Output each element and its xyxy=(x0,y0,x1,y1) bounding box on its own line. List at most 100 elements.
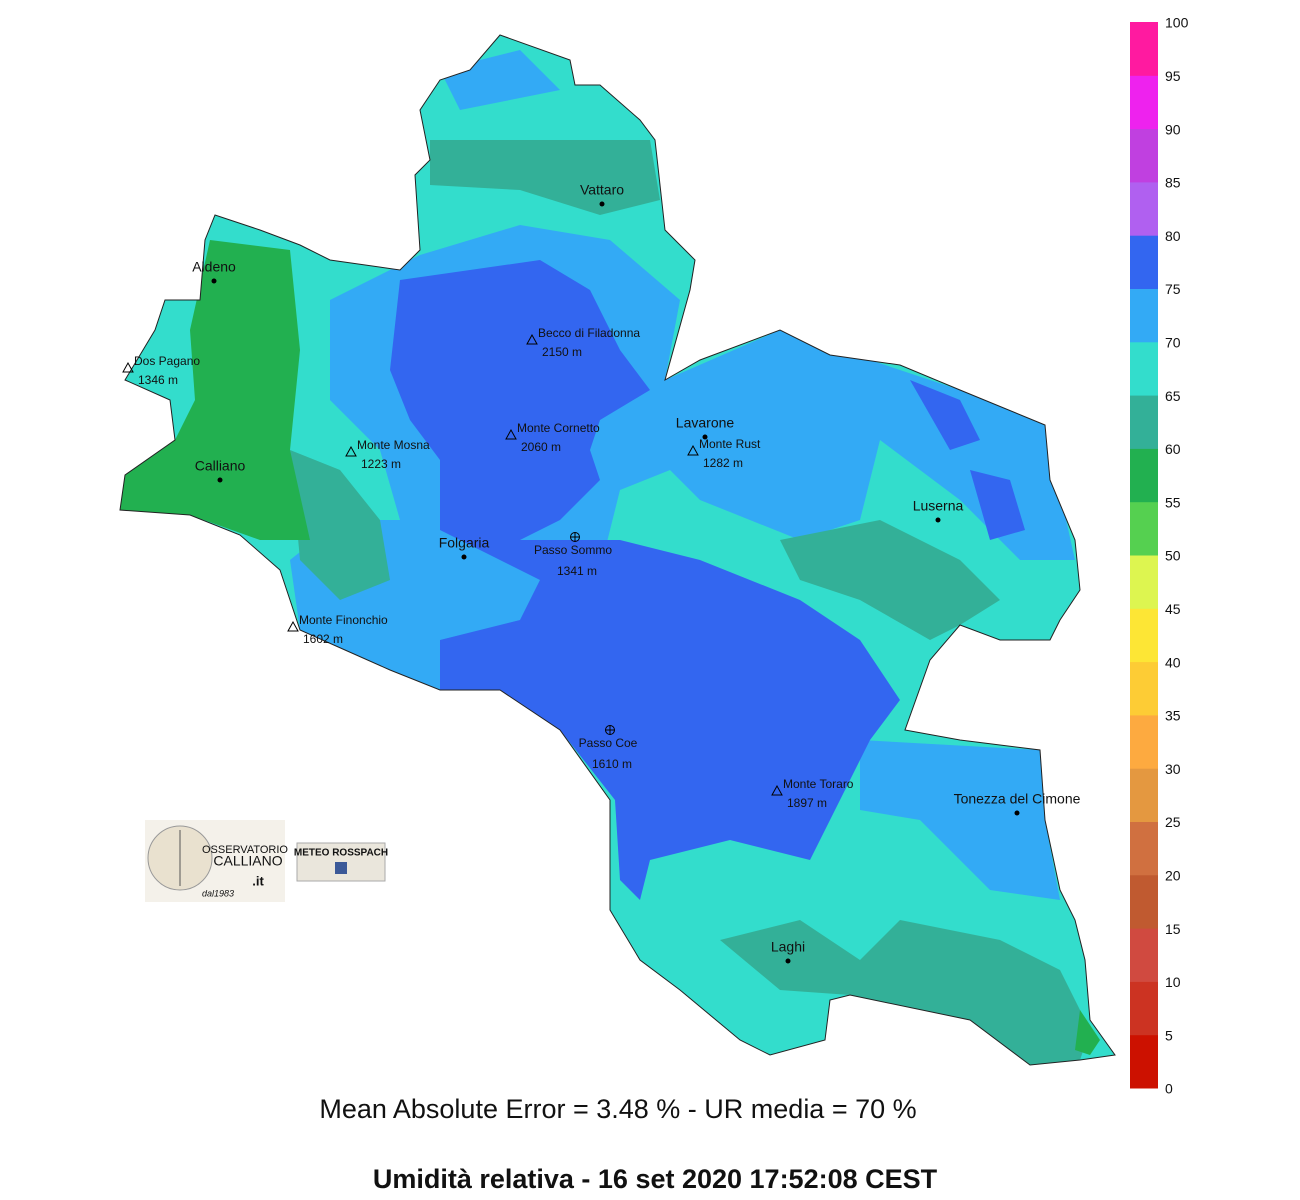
peak-name: Monte Cornetto xyxy=(517,421,600,435)
town-dot xyxy=(211,278,217,284)
colorbar-bin xyxy=(1130,608,1158,663)
colorbar-tick-label: 40 xyxy=(1165,654,1181,670)
peak-elevation: 1282 m xyxy=(703,456,743,470)
zone-75-80 xyxy=(910,380,980,450)
town-dot xyxy=(599,201,605,207)
logo-text: OSSERVATORIO xyxy=(202,844,288,856)
town-dot xyxy=(1014,810,1020,816)
colorbar-tick-label: 65 xyxy=(1165,388,1181,404)
colorbar-bin xyxy=(1130,768,1158,822)
town-label: Calliano xyxy=(195,458,246,474)
peak-elevation: 2150 m xyxy=(542,345,582,359)
town-dot xyxy=(935,517,941,523)
colorbar-bin xyxy=(1130,874,1158,929)
colorbar-bin xyxy=(1130,981,1158,1036)
colorbar-tick-label: 75 xyxy=(1165,281,1181,297)
zone-60-65 xyxy=(290,450,390,600)
pass-name: Passo Coe xyxy=(579,736,638,750)
colorbar-bin xyxy=(1130,75,1158,130)
town-dot xyxy=(785,958,791,964)
town-label: Aldeno xyxy=(192,259,236,275)
pass-elevation: 1610 m xyxy=(592,757,632,771)
town-label: Luserna xyxy=(913,498,964,514)
peak-name: Monte Finonchio xyxy=(299,613,388,627)
colorbar-bin xyxy=(1130,128,1158,183)
colorbar-bin xyxy=(1130,235,1158,289)
map-title: Umidità relativa - 16 set 2020 17:52:08 … xyxy=(373,1164,938,1194)
logo-text: METEO ROSSPACH xyxy=(294,848,388,859)
colorbar-bin xyxy=(1130,1034,1158,1089)
logo-rosspach: METEO ROSSPACH xyxy=(294,842,388,882)
stats-line: Mean Absolute Error = 3.48 % - UR media … xyxy=(319,1094,916,1124)
colorbar-bin xyxy=(1130,661,1158,716)
peak-marker xyxy=(526,333,538,345)
zone-55-60 xyxy=(1075,1010,1100,1055)
zone-70-75 xyxy=(860,740,1060,900)
town-label: Tonezza del Cimone xyxy=(954,791,1081,807)
colorbar-tick-label: 0 xyxy=(1165,1081,1173,1097)
peak-elevation: 1346 m xyxy=(138,373,178,387)
peak-name: Monte Mosna xyxy=(357,438,430,452)
colorbar-tick-label: 35 xyxy=(1165,708,1181,724)
colorbar-tick-label: 15 xyxy=(1165,921,1181,937)
colorbar-bin xyxy=(1130,181,1158,236)
colorbar-bin xyxy=(1130,22,1158,76)
town-label: Lavarone xyxy=(676,415,735,431)
town-dot xyxy=(461,554,467,560)
zone-75-80 xyxy=(390,260,900,900)
colorbar-tick-label: 45 xyxy=(1165,601,1181,617)
zone-60-65 xyxy=(430,140,660,215)
peak-marker xyxy=(771,784,783,796)
colorbar-bin xyxy=(1130,714,1158,769)
pass-name: Passo Sommo xyxy=(534,543,612,557)
peak-name: Becco di Filadonna xyxy=(538,326,640,340)
colorbar-tick-label: 50 xyxy=(1165,548,1181,564)
colorbar-tick-label: 90 xyxy=(1165,121,1181,137)
colorbar-bin xyxy=(1130,928,1158,982)
zone-60-65 xyxy=(720,920,1090,1065)
peak-marker xyxy=(687,444,699,456)
colorbar-tick-label: 30 xyxy=(1165,761,1181,777)
peak-name: Dos Pagano xyxy=(134,354,200,368)
colorbar-bin xyxy=(1130,448,1158,503)
logo-text: dal1983 xyxy=(202,888,234,898)
peak-marker xyxy=(122,361,134,373)
colorbar-tick-label: 5 xyxy=(1165,1027,1173,1043)
peak-name: Monte Rust xyxy=(699,437,761,451)
colorbar-bin xyxy=(1130,555,1158,609)
peak-elevation: 1602 m xyxy=(303,632,343,646)
peak-name: Monte Toraro xyxy=(783,777,854,791)
peak-elevation: 1223 m xyxy=(361,457,401,471)
colorbar-tick-label: 100 xyxy=(1165,15,1189,31)
colorbar-bin xyxy=(1130,821,1158,876)
colorbar-tick-label: 70 xyxy=(1165,335,1181,351)
zone-75-80 xyxy=(970,470,1025,540)
logo-text: .it xyxy=(252,873,264,888)
colorbar-tick-label: 55 xyxy=(1165,494,1181,510)
colorbar-tick-label: 80 xyxy=(1165,228,1181,244)
peak-elevation: 1897 m xyxy=(787,796,827,810)
peak-marker xyxy=(505,428,517,440)
town-dot xyxy=(217,477,223,483)
colorbar-bin xyxy=(1130,501,1158,556)
colorbar-tick-label: 20 xyxy=(1165,868,1181,884)
colorbar-tick-label: 95 xyxy=(1165,68,1181,84)
zone-60-65 xyxy=(780,520,1000,640)
colorbar-tick-label: 10 xyxy=(1165,974,1181,990)
peak-elevation: 2060 m xyxy=(521,440,561,454)
town-label: Folgaria xyxy=(439,535,490,551)
pass-elevation: 1341 m xyxy=(557,564,597,578)
colorbar-bin xyxy=(1130,395,1158,449)
logo-osservatorio: OSSERVATORIO CALLIANO .it dal1983 xyxy=(145,820,288,902)
logo-icon xyxy=(335,862,347,874)
town-label: Vattaro xyxy=(580,182,624,198)
peak-marker xyxy=(345,445,357,457)
colorbar-bin xyxy=(1130,288,1158,343)
colorbar-tick-label: 25 xyxy=(1165,814,1181,830)
zone-55-60 xyxy=(120,240,310,540)
peak-marker xyxy=(287,620,299,632)
town-label: Laghi xyxy=(771,939,805,955)
colorbar-tick-label: 60 xyxy=(1165,441,1181,457)
logo-text: CALLIANO xyxy=(213,853,282,869)
